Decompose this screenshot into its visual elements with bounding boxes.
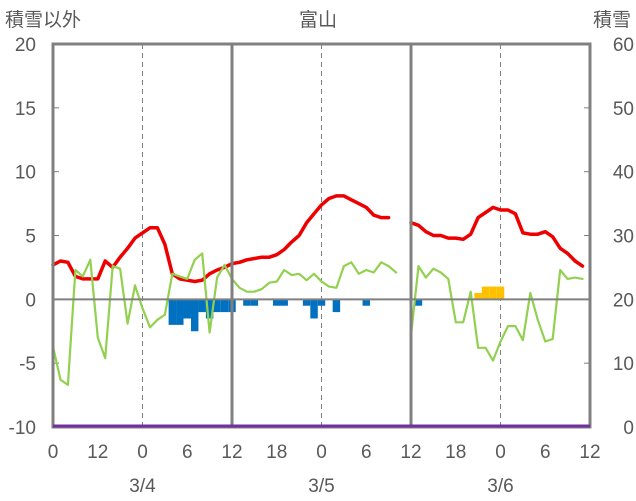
right-axis-title: 積雪 (593, 9, 631, 31)
date-label: 3/6 (487, 476, 513, 497)
right-tick-label: 0 (623, 418, 634, 439)
x-tick-label: 12 (87, 442, 108, 463)
left-tick-label: -5 (19, 354, 36, 375)
precipitation-bar (280, 299, 288, 306)
x-tick-label: 6 (182, 442, 193, 463)
precipitation-bar (213, 299, 221, 313)
right-tick-label: 20 (613, 290, 634, 311)
precipitation-bar (414, 299, 423, 306)
x-tick-label: 0 (495, 442, 506, 463)
date-label: 3/5 (308, 476, 334, 497)
snow-depth-bar (474, 292, 482, 300)
precipitation-bar (168, 299, 177, 325)
precipitation-bar (250, 299, 259, 306)
x-tick-label: 0 (48, 442, 59, 463)
series-line (409, 265, 584, 362)
precipitation-bar (190, 299, 199, 332)
precipitation-bar (317, 299, 326, 306)
frame-layer (51, 42, 592, 429)
x-tick-label: 6 (540, 442, 551, 463)
right-tick-label: 40 (613, 163, 634, 184)
snow-depth-bar (481, 286, 490, 300)
grid-layer (53, 43, 590, 428)
precipitation-bar (362, 299, 370, 306)
x-tick-label: 12 (400, 442, 421, 463)
left-axis-title: 積雪以外 (5, 9, 81, 31)
left-tick-label: 20 (15, 35, 36, 56)
precipitation-bar (273, 299, 281, 306)
snow-depth-bar (489, 286, 497, 300)
precipitation-bar (176, 299, 184, 325)
snow-depth-bar (496, 286, 505, 300)
x-tick-labels: 0 12 0 6 12 18 0 6 12 18 0 6 12 (48, 442, 601, 463)
precipitation-bar (302, 299, 311, 306)
bars-layer (168, 286, 505, 332)
left-tick-label: 0 (25, 290, 36, 311)
x-tick-label: 18 (266, 442, 287, 463)
date-label: 3/4 (129, 476, 156, 497)
series-line (409, 205, 585, 268)
right-tick-label: 50 (613, 99, 634, 120)
left-tick-labels: 20 15 10 5 0 -5 -10 (9, 35, 36, 439)
left-tick-label: -10 (9, 418, 36, 439)
x-tick-label: 0 (137, 442, 148, 463)
right-tick-label: 60 (613, 35, 634, 56)
precipitation-bar (220, 299, 229, 313)
right-tick-label: 10 (613, 354, 634, 375)
x-tick-label: 12 (579, 442, 600, 463)
precipitation-bar (310, 299, 318, 319)
series-line (51, 252, 398, 386)
left-tick-label: 15 (15, 99, 36, 120)
right-tick-label: 30 (613, 227, 634, 248)
precipitation-bar (198, 299, 206, 313)
chart-title: 富山 (299, 9, 337, 31)
x-tick-label: 6 (361, 442, 372, 463)
precipitation-bar (332, 299, 341, 313)
x-tick-label: 0 (316, 442, 327, 463)
date-labels: 3/4 3/5 3/6 (129, 476, 513, 497)
precipitation-bar (205, 299, 214, 319)
lines-layer (51, 194, 592, 429)
left-tick-label: 10 (15, 163, 36, 184)
series-line (51, 194, 391, 284)
left-tick-label: 5 (25, 227, 36, 248)
precipitation-bar (183, 299, 191, 319)
x-tick-label: 18 (445, 442, 466, 463)
right-tick-labels: 60 50 40 30 20 10 0 (613, 35, 634, 439)
precipitation-bar (243, 299, 251, 306)
x-tick-label: 12 (221, 442, 242, 463)
